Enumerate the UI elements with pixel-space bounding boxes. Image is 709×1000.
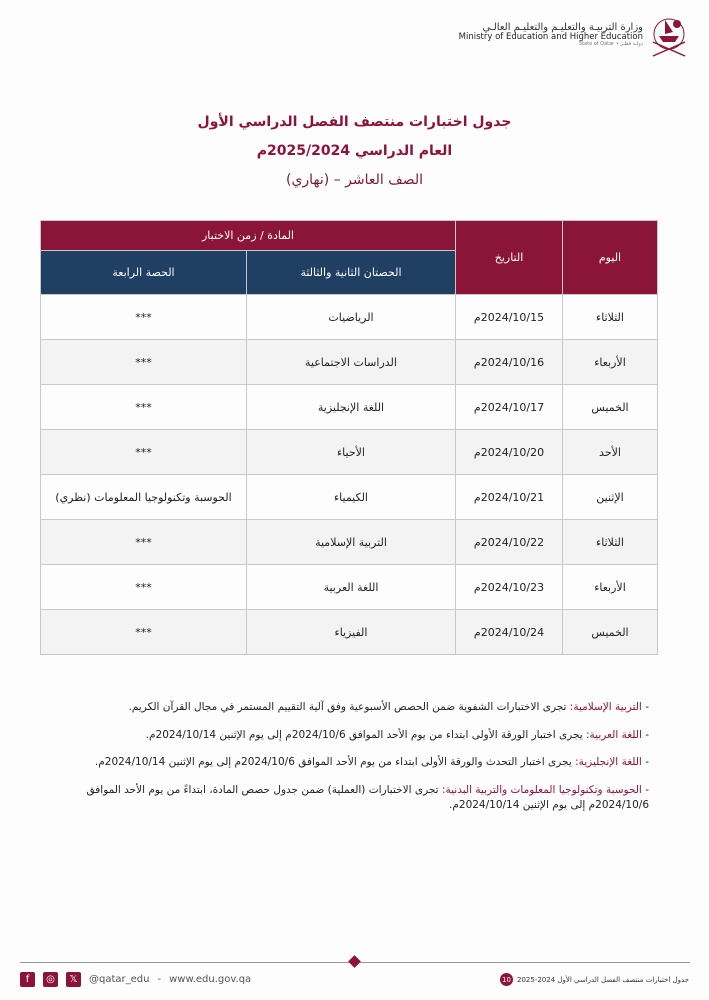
title-grade: الصف العاشر – (نهاري) xyxy=(285,172,424,188)
logo-english: Ministry of Education and Higher Educati… xyxy=(458,32,643,43)
cell-date: 2024/10/16م xyxy=(455,339,563,385)
cell-sessions-2-3: اللغة العربية xyxy=(246,564,456,610)
note-text: تجرى الاختبارات (العملية) ضمن جدول حصص ا… xyxy=(86,784,650,811)
cell-day: الأحد xyxy=(562,429,658,475)
cell-sessions-2-3: الدراسات الاجتماعية xyxy=(246,339,456,385)
exam-schedule-table: اليوم التاريخ المادة / زمن الاختبار الحص… xyxy=(40,220,658,655)
table-row: الإثنين 2024/10/21م الكيمياء الحوسبة وتكنول… xyxy=(40,474,658,520)
cell-session-4: *** xyxy=(40,429,247,475)
cell-day: الخميس xyxy=(562,609,658,655)
note-label: اللغة العربية: xyxy=(586,728,642,741)
note-label: التربية الإسلامية: xyxy=(569,701,642,713)
website-link[interactable]: www.edu.gov.qa xyxy=(169,974,252,985)
cell-session-4: *** xyxy=(40,564,247,610)
cell-sessions-2-3: الأحياء xyxy=(246,429,456,475)
cell-date: 2024/10/20م xyxy=(455,429,563,475)
footer-doc-info: جدول اختبارات منتصف الفصل الدراسي الأول … xyxy=(499,973,689,986)
note-item: - اللغة الإنجليزية: يجرى اختبار التحدث و… xyxy=(94,756,649,769)
logo-arabic: وزارة التربيـة والتعليـم والتعليـم العال… xyxy=(482,22,644,34)
cell-day: الثلاثاء xyxy=(562,519,658,565)
cell-day: الإثنين xyxy=(562,474,658,520)
note-text: يجرى اختبار التحدث والورقة الأولى ابتداء… xyxy=(94,756,576,769)
note-item: - التربية الإسلامية: تجرى الاختبارات الش… xyxy=(128,701,649,713)
qatar-emblem-icon xyxy=(652,18,686,57)
cell-session-4: الحوسبة وتكنولوجيا المعلومات (نظري) xyxy=(40,474,247,520)
cell-sessions-2-3: التربية الإسلامية xyxy=(246,519,456,565)
cell-day: الأربعاء xyxy=(562,339,658,385)
notes: - التربية الإسلامية: تجرى الاختبارات الش… xyxy=(39,700,650,825)
cell-date: 2024/10/22م xyxy=(455,519,563,565)
table-row: الأحد 2024/10/20م الأحياء *** xyxy=(40,429,658,475)
header-date: التاريخ xyxy=(455,220,563,295)
note-label: اللغة الإنجليزية: xyxy=(575,756,642,769)
facebook-icon[interactable]: f xyxy=(20,972,35,987)
cell-sessions-2-3: الفيزياء xyxy=(246,609,456,655)
social-links: f ◎ 𝕏 @qatar_edu - www.edu.gov.qa xyxy=(20,972,251,987)
header-subject-time: المادة / زمن الاختبار xyxy=(40,220,456,251)
table-row: الأربعاء 2024/10/23م اللغة العربية *** xyxy=(40,564,658,610)
document-titles: جدول اختبارات منتصف الفصل الدراسي الأول … xyxy=(0,108,709,195)
cell-date: 2024/10/21م xyxy=(455,474,563,520)
table-row: الثلاثاء 2024/10/22م التربية الإسلامية *** xyxy=(40,519,658,565)
cell-session-4: *** xyxy=(40,294,247,340)
header-day: اليوم xyxy=(562,220,658,295)
social-handle[interactable]: @qatar_edu xyxy=(89,974,150,985)
ministry-logo: وزارة التربيـة والتعليـم والتعليـم العال… xyxy=(459,12,689,58)
logo-sub: State of Qatar • دولـة قطـر xyxy=(578,41,643,48)
cell-day: الخميس xyxy=(562,384,658,430)
note-text: تجرى الاختبارات الشفوية ضمن الحصص الأسبو… xyxy=(128,701,570,713)
note-label: الحوسبة وتكنولوجيا المعلومات والتربية ال… xyxy=(441,784,642,797)
cell-session-4: *** xyxy=(40,339,247,385)
cell-session-4: *** xyxy=(40,519,247,565)
diamond-ornament xyxy=(348,955,361,968)
header-session-4: الحصة الرابعة xyxy=(40,250,247,295)
cell-date: 2024/10/24م xyxy=(455,609,563,655)
cell-date: 2024/10/15م xyxy=(455,294,563,340)
table-row: الخميس 2024/10/17م اللغة الإنجليزية *** xyxy=(40,384,658,430)
cell-date: 2024/10/17م xyxy=(455,384,563,430)
note-text: يجرى اختبار الورقة الأولى ابتداء من يوم … xyxy=(145,728,586,741)
title-main: جدول اختبارات منتصف الفصل الدراسي الأول xyxy=(197,114,512,130)
cell-sessions-2-3: اللغة الإنجليزية xyxy=(246,384,456,430)
page-number: 10 xyxy=(499,973,513,986)
table-row: الخميس 2024/10/24م الفيزياء *** xyxy=(40,609,658,655)
cell-session-4: *** xyxy=(40,609,247,655)
instagram-icon[interactable]: ◎ xyxy=(43,972,58,987)
cell-sessions-2-3: الكيمياء xyxy=(246,474,456,520)
footer-doc-title: جدول اختبارات منتصف الفصل الدراسي الأول … xyxy=(516,975,689,984)
note-item: - اللغة العربية: يجرى اختبار الورقة الأو… xyxy=(145,728,649,741)
table-row: الثلاثاء 2024/10/15م الرياضيات *** xyxy=(40,294,658,340)
cell-date: 2024/10/23م xyxy=(455,564,563,610)
footer-separator: - xyxy=(157,974,162,985)
cell-session-4: *** xyxy=(40,384,247,430)
table-row: الأربعاء 2024/10/16م الدراسات الاجتماعية **… xyxy=(40,339,658,385)
title-year: العام الدراسي 2025/2024م xyxy=(256,143,453,159)
cell-day: الأربعاء xyxy=(562,564,658,610)
cell-day: الثلاثاء xyxy=(562,294,658,340)
x-icon[interactable]: 𝕏 xyxy=(66,972,81,987)
cell-sessions-2-3: الرياضيات xyxy=(246,294,456,340)
note-item: - الحوسبة وتكنولوجيا المعلومات والتربية … xyxy=(86,784,650,811)
header-sessions-2-3: الحصتان الثانية والثالثة xyxy=(246,250,456,295)
